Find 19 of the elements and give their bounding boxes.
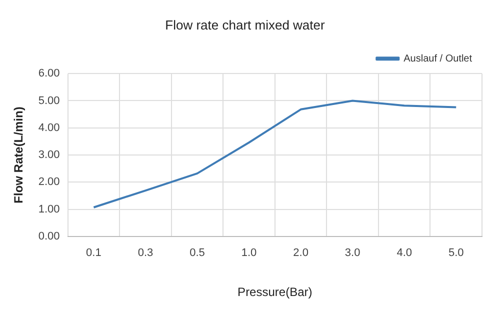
y-tick-label: 1.00 (38, 203, 60, 216)
x-axis-title: Pressure(Bar) (238, 285, 312, 300)
x-tick-label: 4.0 (396, 247, 412, 260)
chart-title: Flow rate chart mixed water (165, 17, 326, 32)
y-tick-label: 3.00 (38, 149, 60, 162)
x-tick-label: 2.0 (293, 247, 308, 260)
y-tick-label: 6.00 (38, 68, 60, 80)
y-tick-label: 2.00 (38, 176, 60, 188)
x-tick-label: 5.0 (448, 247, 464, 260)
x-tick-label: 0.3 (138, 247, 154, 260)
y-tick-label: 4.00 (38, 122, 60, 134)
x-tick-label: 0.1 (86, 247, 102, 260)
x-tick-label: 0.5 (190, 247, 205, 260)
x-tick-label: 3.0 (344, 247, 360, 260)
legend-label: Auslauf / Outlet (404, 53, 472, 64)
y-tick-label: 5.00 (38, 94, 60, 107)
y-tick-label: 0.00 (38, 230, 60, 242)
y-axis-title: Flow Rate(L/min) (12, 106, 26, 204)
x-tick-label: 1.0 (241, 247, 257, 260)
